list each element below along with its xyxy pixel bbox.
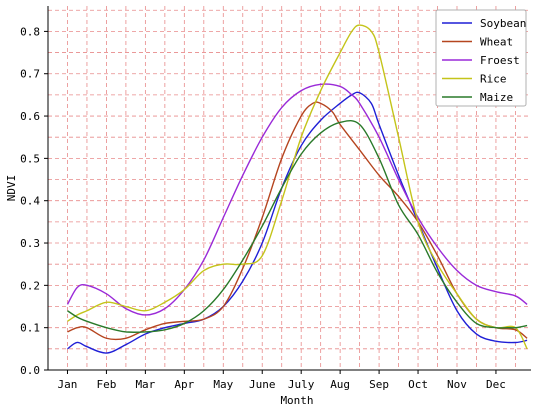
legend-label-rice: Rice [480, 73, 507, 86]
legend-box [435, 9, 527, 107]
x-tick-label: Mar [135, 378, 155, 391]
grid [48, 6, 531, 371]
legend-label-froest: Froest [480, 54, 520, 67]
y-tick-label: 0.8 [20, 25, 40, 38]
x-tick-label: Sep [369, 378, 389, 391]
x-tick-label: June [249, 378, 276, 391]
series-line-maize [67, 119, 528, 334]
x-tick-label: Jan [58, 378, 78, 391]
y-tick-label: 0.2 [20, 279, 40, 292]
y-ticks: 0.0 0.1 0.2 0.3 0.4 0.5 0.6 0.7 0.8 [20, 25, 48, 377]
series-line-froest [66, 83, 528, 316]
series-lines [66, 24, 528, 354]
y-tick-label: 0.7 [20, 68, 40, 81]
legend: Soybean Wheat Froest Rice Maize [435, 9, 527, 107]
x-tick-label: Feb [96, 378, 116, 391]
series-line-rice [67, 24, 528, 350]
y-tick-label: 0.4 [20, 195, 40, 208]
x-tick-label: Nov [447, 378, 467, 391]
x-tick-label: July [288, 378, 315, 391]
x-axis-label: Month [280, 394, 313, 407]
y-axis-label: NDVI [5, 175, 18, 202]
axes [47, 6, 531, 371]
x-tick-label: May [213, 378, 233, 391]
legend-label-soybean: Soybean [480, 17, 526, 30]
y-tick-label: 0.3 [20, 237, 40, 250]
y-tick-label: 0.1 [20, 322, 40, 335]
y-tick-label: 0.0 [20, 364, 40, 377]
series-line-soybean [67, 91, 528, 354]
y-tick-label: 0.6 [20, 110, 40, 123]
x-tick-label: Dec [486, 378, 506, 391]
legend-label-wheat: Wheat [480, 36, 513, 49]
legend-items: Soybean Wheat Froest Rice Maize [442, 17, 526, 104]
legend-label-maize: Maize [480, 91, 513, 104]
x-ticks: Jan Feb Mar Apr May June July Aug Sep Oct Nov Dec [58, 370, 506, 391]
series-line-wheat [67, 101, 528, 341]
y-tick-label: 0.5 [20, 152, 40, 165]
x-tick-label: Apr [174, 378, 194, 391]
x-tick-label: Oct [408, 378, 428, 391]
x-tick-label: Aug [330, 378, 350, 391]
